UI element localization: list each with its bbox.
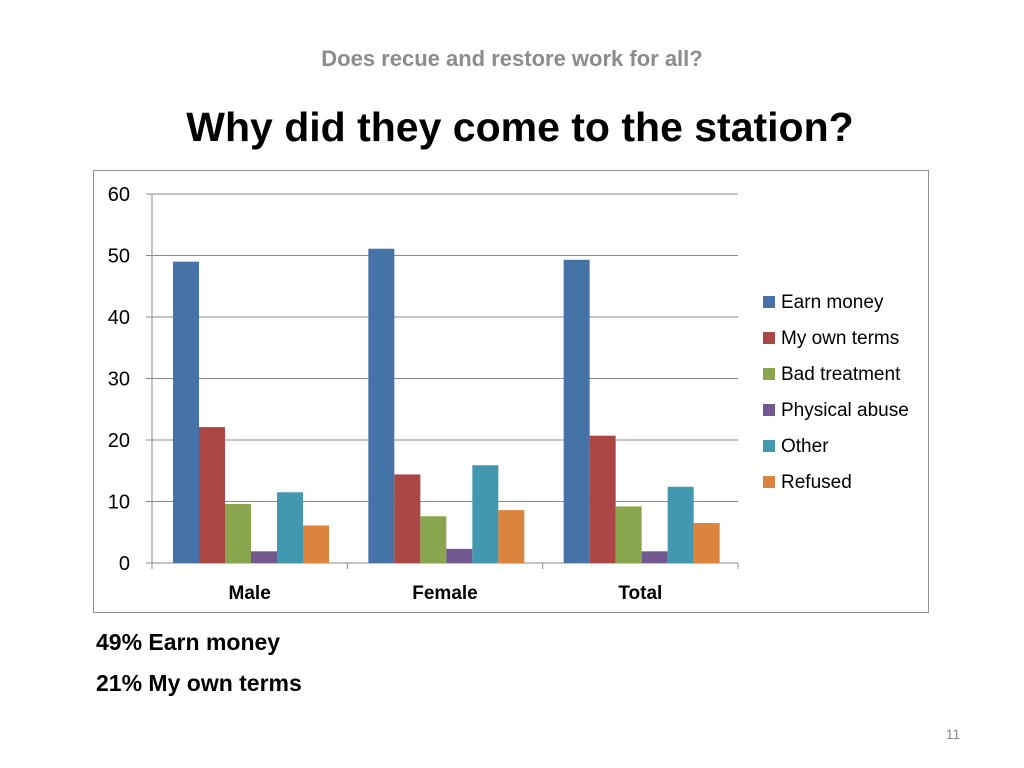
y-tick-label: 0 (119, 553, 130, 575)
x-tick-label: Female (412, 583, 477, 604)
chart-area: 0 10 20 30 40 50 60 Male Female Total Earn money My… (93, 170, 929, 613)
y-tick-label: 20 (108, 430, 130, 452)
slide-subtitle: Does recue and restore work for all? (321, 46, 703, 71)
bar (563, 259, 590, 563)
legend-swatch (763, 296, 775, 308)
legend-swatch (763, 440, 775, 452)
legend-label: Other (781, 436, 829, 457)
bar (472, 465, 499, 563)
bar (251, 551, 277, 563)
bar (173, 261, 199, 563)
note-earn-money: 49% Earn money (96, 629, 281, 655)
bar (693, 523, 720, 563)
legend-swatch (763, 404, 775, 416)
page-number: 11 (945, 726, 961, 742)
x-tick-label: Total (618, 583, 662, 604)
note-my-own-terms: 21% My own terms (96, 670, 302, 696)
bar (277, 492, 303, 563)
legend-swatch (763, 368, 775, 380)
bar (667, 486, 694, 563)
y-tick-label: 60 (108, 184, 130, 206)
legend-label: My own terms (781, 328, 899, 349)
bar (446, 548, 473, 563)
bar (394, 474, 421, 563)
legend-label: Earn money (781, 292, 884, 313)
bar-chart: 0 10 20 30 40 50 60 Male Female Total Earn money My… (108, 184, 909, 604)
legend-swatch (763, 476, 775, 488)
bar (498, 510, 525, 563)
bar (589, 435, 616, 563)
y-tick-label: 10 (108, 492, 130, 514)
bar (225, 503, 251, 563)
bar (615, 506, 642, 563)
y-tick-label: 40 (108, 307, 130, 329)
x-tick-label: Male (229, 583, 271, 604)
y-tick-label: 30 (108, 369, 130, 391)
y-tick-label: 50 (108, 246, 130, 268)
legend-label: Refused (781, 472, 852, 493)
legend-label: Physical abuse (781, 400, 909, 421)
legend-swatch (763, 332, 775, 344)
legend-label: Bad treatment (781, 364, 901, 385)
bar (303, 525, 329, 563)
bar (199, 427, 225, 563)
bar (641, 551, 668, 563)
bar (420, 516, 447, 563)
slide-title: Why did they come to the station? (186, 104, 854, 150)
bar (368, 248, 395, 564)
